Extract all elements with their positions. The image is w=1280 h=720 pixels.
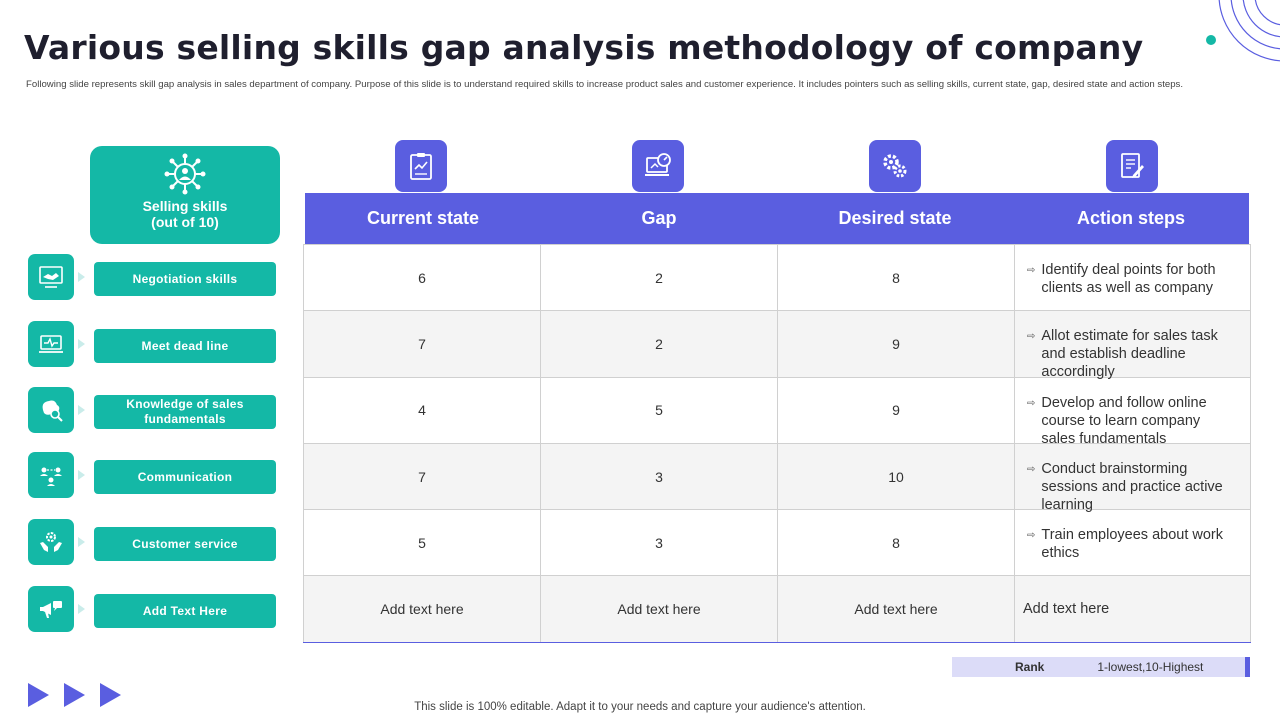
skill-label: Add Text Here	[94, 594, 276, 628]
arrow-icon: ⇨	[1027, 265, 1036, 276]
arrow-right-icon	[78, 537, 85, 547]
current-state-cell: 6	[303, 245, 540, 311]
arrow-right-icon	[78, 339, 85, 349]
current-state-cell: Add text here	[303, 576, 540, 642]
gears-icon	[869, 140, 921, 192]
action-text: Conduct brainstorming sessions and pract…	[1041, 460, 1223, 513]
document-pen-icon	[1106, 140, 1158, 192]
selling-skills-header: Selling skills (out of 10)	[90, 146, 280, 244]
skill-label: Knowledge of sales fundamentals	[94, 395, 276, 429]
people-chat-icon	[28, 452, 74, 498]
arrow-icon: ⇨	[1027, 530, 1036, 542]
skill-label: Negotiation skills	[94, 262, 276, 296]
gap-cell: 3	[540, 510, 777, 576]
action-text: Allot estimate for sales task and establ…	[1041, 328, 1218, 381]
current-state-cell: 5	[303, 510, 540, 576]
column-header: Gap	[641, 208, 677, 228]
table-header: Current state Gap Desired state Action s…	[305, 193, 1249, 244]
action-steps-cell: Add text here	[1014, 576, 1251, 642]
skill-row: Negotiation skills	[28, 254, 278, 302]
desired-state-cell: 9	[777, 311, 1014, 377]
desired-state-cell: 8	[777, 510, 1014, 576]
network-people-icon	[164, 153, 206, 195]
desired-state-cell: Add text here	[777, 576, 1014, 642]
rank-label: Rank	[1015, 660, 1045, 674]
desired-state-cell: 10	[777, 443, 1014, 510]
skill-row: Communication	[28, 452, 278, 500]
desired-state-cell: 8	[777, 245, 1014, 311]
gap-cell: 3	[540, 443, 777, 510]
table-row: 5 3 8 ⇨ Train employees about work ethics	[303, 509, 1251, 576]
table-body: 6 2 8 ⇨ Identify deal points for both cli…	[303, 244, 1251, 643]
triangle-icon	[64, 683, 85, 707]
rank-legend: Rank 1-lowest,10-Highest	[952, 657, 1250, 677]
table-row: 6 2 8 ⇨ Identify deal points for both cli…	[303, 244, 1251, 311]
arrow-right-icon	[78, 604, 85, 614]
action-text: Develop and follow online course to lear…	[1041, 394, 1207, 447]
hands-gear-icon	[28, 519, 74, 565]
skill-label: Communication	[94, 460, 276, 494]
action-steps-cell: ⇨ Conduct brainstorming sessions and prac…	[1014, 443, 1251, 513]
arrow-icon: ⇨	[1027, 463, 1036, 475]
gap-cell: 5	[540, 377, 777, 443]
decorative-triangles	[28, 683, 121, 707]
skill-row: Add Text Here	[28, 586, 278, 634]
table-row: Add text here Add text here Add text her…	[303, 575, 1251, 642]
brain-search-icon	[28, 387, 74, 433]
laptop-pulse-icon	[28, 321, 74, 367]
action-steps-cell: ⇨ Train employees about work ethics	[1014, 510, 1251, 576]
handshake-icon	[28, 254, 74, 300]
current-state-cell: 7	[303, 311, 540, 377]
skill-label: Meet dead line	[94, 329, 276, 363]
arrow-right-icon	[78, 272, 85, 282]
laptop-gauge-icon	[632, 140, 684, 192]
arrow-right-icon	[78, 470, 85, 480]
gap-cell: Add text here	[540, 576, 777, 642]
column-header: Action steps	[1076, 208, 1186, 228]
desired-state-cell: 9	[777, 377, 1014, 443]
megaphone-icon	[28, 586, 74, 632]
skill-row: Customer service	[28, 519, 278, 567]
footer-note: This slide is 100% editable. Adapt it to…	[414, 701, 866, 713]
clipboard-icon	[395, 140, 447, 192]
table-row: 7 3 10 ⇨ Conduct brainstorming sessions a…	[303, 442, 1251, 513]
arrow-icon: ⇨	[1027, 397, 1036, 409]
action-steps-cell: ⇨ Identify deal points for both clients a…	[1014, 245, 1251, 311]
page-subtitle: Following slide represents skill gap ana…	[26, 79, 1183, 90]
current-state-cell: 7	[303, 443, 540, 510]
table-row: 4 5 9 ⇨ Develop and follow online course …	[303, 376, 1251, 447]
current-state-cell: 4	[303, 377, 540, 443]
page-title: Various selling skills gap analysis meth…	[24, 28, 1144, 67]
skill-label: Customer service	[94, 527, 276, 561]
rank-value: 1-lowest,10-Highest	[1097, 660, 1204, 674]
decorative-arcs	[1206, 0, 1280, 62]
action-steps-cell: ⇨ Develop and follow online course to lea…	[1014, 377, 1251, 447]
column-header: Current state	[366, 208, 480, 228]
triangle-icon	[28, 683, 49, 707]
table-row: 7 2 9 ⇨ Allot estimate for sales task and…	[303, 310, 1251, 380]
arrow-right-icon	[78, 405, 85, 415]
arrow-icon: ⇨	[1027, 331, 1036, 343]
gap-cell: 2	[540, 311, 777, 377]
column-header: Desired state	[838, 208, 952, 228]
gap-cell: 2	[540, 245, 777, 311]
action-steps-cell: ⇨ Allot estimate for sales task and estab…	[1014, 311, 1251, 380]
selling-skills-label: Selling skills (out of 10)	[142, 198, 228, 230]
action-text: Train employees about work ethics	[1041, 527, 1223, 562]
triangle-icon	[100, 683, 121, 707]
action-text: Identify deal points for both clients as…	[1041, 262, 1216, 296]
skill-row: Meet dead line	[28, 321, 278, 369]
skill-row: Knowledge of sales fundamentals	[28, 387, 278, 435]
